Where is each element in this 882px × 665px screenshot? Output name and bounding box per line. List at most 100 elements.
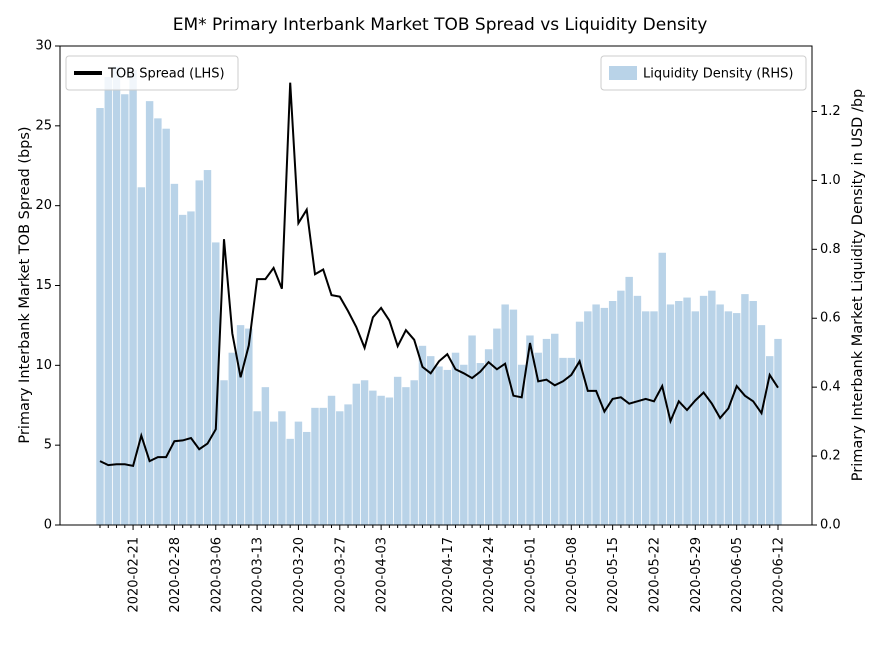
bar (567, 357, 576, 525)
bar (336, 411, 344, 525)
bar (641, 311, 650, 525)
y2-tick-label: 0.8 (820, 242, 841, 257)
bar (178, 214, 187, 525)
bar (129, 70, 137, 525)
y2-tick-label: 1.0 (820, 173, 841, 188)
bar (369, 390, 377, 525)
bar (137, 187, 146, 525)
bar (600, 307, 609, 525)
y2-tick-label: 0.6 (820, 311, 841, 326)
x-tick-label: 2020-06-05 (730, 537, 745, 613)
legend-label: Liquidity Density (RHS) (643, 67, 794, 82)
x-tick-label: 2020-04-17 (441, 537, 456, 613)
bar (294, 421, 303, 525)
bar (286, 438, 294, 525)
bar (435, 366, 443, 525)
bar (633, 295, 642, 525)
x-tick-label: 2020-03-13 (251, 537, 266, 613)
bar (708, 290, 716, 525)
x-tick-label: 2020-02-21 (127, 537, 142, 613)
bar (468, 335, 476, 525)
y2-axis-label: Primary Interbank Market Liquidity Densi… (850, 89, 866, 482)
bar (162, 128, 170, 526)
x-tick-label: 2020-04-03 (375, 537, 390, 613)
bar (311, 407, 319, 525)
x-tick-label: 2020-06-12 (772, 537, 787, 613)
bar (187, 211, 195, 525)
y-tick-label: 5 (44, 438, 52, 453)
bar (393, 376, 402, 525)
bar (650, 311, 658, 525)
bar (608, 301, 617, 525)
legend: Liquidity Density (RHS) (600, 55, 807, 91)
bar (195, 180, 203, 525)
bar (112, 66, 121, 525)
bar (766, 356, 774, 525)
legend-box (65, 55, 239, 91)
x-tick-label: 2020-03-20 (292, 537, 307, 613)
bar (534, 352, 542, 525)
x-tick-label: 2020-05-29 (689, 537, 704, 613)
line (99, 82, 779, 468)
bar (220, 380, 228, 525)
bar (501, 304, 509, 525)
bar (451, 352, 460, 525)
bar (253, 411, 261, 525)
legend-label: TOB Spread (LHS) (107, 67, 225, 82)
y-axis-label: Primary Interbank Market TOB Spread (bps… (17, 126, 33, 443)
y2-tick-label: 0.4 (820, 380, 841, 395)
y-tick-label: 30 (35, 39, 52, 54)
y-tick-label: 20 (35, 198, 52, 213)
bar (551, 333, 559, 525)
x-tick-label: 2020-04-24 (482, 537, 497, 613)
bar (493, 328, 501, 525)
bar (278, 411, 286, 525)
bar (460, 364, 468, 525)
bar (542, 338, 551, 525)
bar (154, 118, 162, 525)
bar (377, 395, 385, 525)
bar (666, 304, 675, 525)
bar (212, 242, 220, 526)
bar (741, 294, 749, 525)
bar (170, 183, 179, 525)
bar (402, 387, 410, 525)
bar (625, 276, 633, 525)
bar (302, 431, 311, 525)
bar (344, 404, 352, 525)
x-tick-label: 2020-05-22 (647, 537, 662, 613)
bar (145, 101, 154, 525)
bar (352, 383, 361, 525)
x-tick-label: 2020-03-27 (333, 537, 348, 613)
bar (732, 313, 741, 525)
bar (517, 364, 526, 525)
legend-swatch (609, 66, 637, 80)
bar (327, 395, 336, 525)
bar (245, 328, 253, 525)
bar (410, 380, 418, 525)
bar (385, 397, 394, 525)
bar (749, 301, 757, 525)
bar (691, 311, 700, 525)
bar (592, 304, 600, 525)
bar (319, 407, 327, 525)
bar (484, 349, 493, 525)
bar (716, 304, 724, 525)
x-tick-label: 2020-05-08 (565, 537, 580, 613)
bar (269, 421, 278, 525)
bar (236, 325, 245, 525)
y2-tick-label: 0.2 (820, 449, 841, 464)
y-tick-label: 0 (44, 518, 52, 533)
bar (427, 356, 435, 525)
y-tick-label: 15 (35, 278, 52, 293)
bar (526, 335, 534, 525)
bar (261, 387, 270, 525)
bar (96, 108, 104, 525)
bar (675, 301, 683, 525)
bar (203, 170, 212, 525)
bar (575, 321, 584, 525)
bar (360, 380, 369, 525)
legend-box (600, 55, 807, 91)
bar (699, 295, 708, 525)
